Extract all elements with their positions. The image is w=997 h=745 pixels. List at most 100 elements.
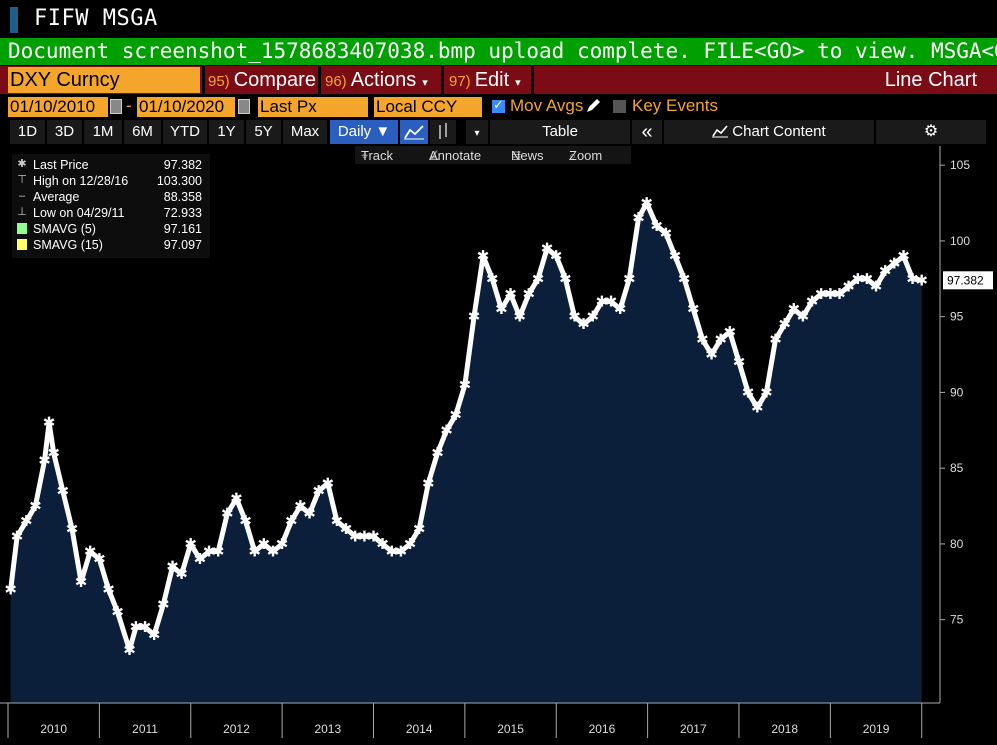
y-tick-label: 75 xyxy=(950,613,964,627)
end-date-field[interactable]: 01/10/2020 xyxy=(137,97,235,117)
price-point: ✱ xyxy=(614,300,627,318)
x-tick-label: 2015 xyxy=(497,722,524,736)
frequency-dropdown[interactable]: Daily ▼ xyxy=(330,120,398,144)
range-1m-button[interactable]: 1M xyxy=(84,120,122,144)
ticker-field[interactable]: DXY Curncy xyxy=(8,67,200,93)
last-value-label: 97.382 xyxy=(947,273,984,287)
price-point: ✱ xyxy=(623,270,636,288)
price-point: ✱ xyxy=(824,285,837,303)
price-field-select[interactable]: Last Px xyxy=(258,97,368,117)
key-events-checkbox[interactable] xyxy=(613,100,626,113)
range-5y-button[interactable]: 5Y xyxy=(246,120,281,144)
x-tick-label: 2019 xyxy=(863,722,890,736)
price-point: ✱ xyxy=(678,270,691,288)
price-point: ✱ xyxy=(769,330,782,348)
price-point: ✱ xyxy=(477,247,490,265)
price-point: ✱ xyxy=(559,270,572,288)
legend-row-high: ⊤ High on 12/28/16 103.300 xyxy=(12,173,210,189)
smavg5-swatch xyxy=(17,223,27,234)
price-point: ✱ xyxy=(331,512,344,530)
price-point: ✱ xyxy=(751,399,764,417)
chart-content-label: Chart Content xyxy=(732,123,826,140)
range-1d-button[interactable]: 1D xyxy=(10,120,45,144)
actions-menu[interactable]: 96) Actions ▾ xyxy=(325,66,428,94)
mov-avgs-label[interactable]: Mov Avgs xyxy=(510,96,584,115)
x-tick-label: 2016 xyxy=(589,722,616,736)
legend-value: 97.097 xyxy=(163,238,202,252)
price-point: ✱ xyxy=(577,315,590,333)
price-point: ✱ xyxy=(47,444,60,462)
compare-button[interactable]: 95) Compare xyxy=(208,66,316,94)
price-point: ✱ xyxy=(842,277,855,295)
price-point: ✱ xyxy=(632,209,645,227)
collapse-button[interactable]: « xyxy=(632,120,662,144)
calendar-icon[interactable] xyxy=(238,99,250,114)
command-bar: DXY Curncy 95) Compare 96) Actions ▾ 97) Edi… xyxy=(0,66,997,94)
crosshair-icon: ⌖ xyxy=(361,148,369,163)
x-tick-label: 2018 xyxy=(771,722,798,736)
table-button[interactable]: Table xyxy=(490,120,630,144)
range-6m-button[interactable]: 6M xyxy=(124,120,161,144)
price-point: ✱ xyxy=(312,482,325,500)
bar-chart-icon[interactable] xyxy=(430,120,456,144)
range-1y-button[interactable]: 1Y xyxy=(209,120,244,144)
settings-button[interactable]: ⚙ xyxy=(876,120,986,144)
price-line xyxy=(8,200,923,653)
legend-label: SMAVG (15) xyxy=(33,238,103,252)
price-point: ✱ xyxy=(504,285,517,303)
price-point: ✱ xyxy=(495,300,508,318)
chart-content-button[interactable]: Chart Content xyxy=(664,120,874,144)
price-point: ✱ xyxy=(148,626,161,644)
chevron-down-icon: ▾ xyxy=(422,77,428,89)
annotate-label: Annotate xyxy=(429,148,482,163)
price-point: ✱ xyxy=(84,543,97,561)
price-point: ✱ xyxy=(523,285,536,303)
price-point: ✱ xyxy=(587,308,600,326)
price-point: ✱ xyxy=(221,505,234,523)
mov-avgs-checkbox[interactable] xyxy=(492,97,505,113)
message-text: Document screenshot_1578683407038.bmp up… xyxy=(8,39,997,63)
chart-style-dropdown[interactable]: ▾ xyxy=(466,120,488,144)
range-max-button[interactable]: Max xyxy=(283,120,327,144)
price-point: ✱ xyxy=(139,618,152,636)
price-point: ✱ xyxy=(130,618,143,636)
price-point: ✱ xyxy=(43,414,56,432)
legend-value: 97.161 xyxy=(163,222,202,236)
chart-type-label[interactable]: Line Chart xyxy=(884,69,977,91)
price-point: ✱ xyxy=(395,543,408,561)
price-point: ✱ xyxy=(102,580,115,598)
price-point: ✱ xyxy=(605,293,618,311)
edit-menu[interactable]: 97) Edit ▾ xyxy=(449,66,521,94)
range-3d-button[interactable]: 3D xyxy=(47,120,82,144)
separator xyxy=(318,66,321,94)
price-point: ✱ xyxy=(386,543,399,561)
price-point: ✱ xyxy=(596,293,609,311)
x-tick-label: 2013 xyxy=(314,722,341,736)
separator xyxy=(531,66,534,94)
line-chart-icon[interactable] xyxy=(400,120,428,144)
price-point: ✱ xyxy=(184,535,197,553)
price-point: ✱ xyxy=(888,255,901,273)
pencil-icon[interactable] xyxy=(585,98,601,114)
key-events-label[interactable]: Key Events xyxy=(632,96,718,115)
price-point: ✱ xyxy=(422,474,435,492)
calendar-icon[interactable] xyxy=(110,99,122,114)
last-value-box xyxy=(943,271,993,290)
currency-select[interactable]: Local CCY xyxy=(374,97,482,117)
price-point: ✱ xyxy=(157,596,170,614)
start-date-field[interactable]: 01/10/2010 xyxy=(8,97,108,117)
gear-icon: ⚙ xyxy=(923,123,939,140)
price-point: ✱ xyxy=(788,300,801,318)
price-point: ✱ xyxy=(440,421,453,439)
range-ytd-button[interactable]: YTD xyxy=(163,120,207,144)
price-point: ✱ xyxy=(541,240,554,258)
edit-label: Edit xyxy=(474,69,510,91)
price-point: ✱ xyxy=(879,262,892,280)
y-tick-label: 95 xyxy=(950,310,964,324)
legend-row-average: – Average 88.358 xyxy=(12,189,210,205)
price-point: ✱ xyxy=(568,308,581,326)
price-point: ✱ xyxy=(742,383,755,401)
price-point: ✱ xyxy=(833,285,846,303)
price-area xyxy=(10,203,922,703)
price-point: ✱ xyxy=(550,247,563,265)
